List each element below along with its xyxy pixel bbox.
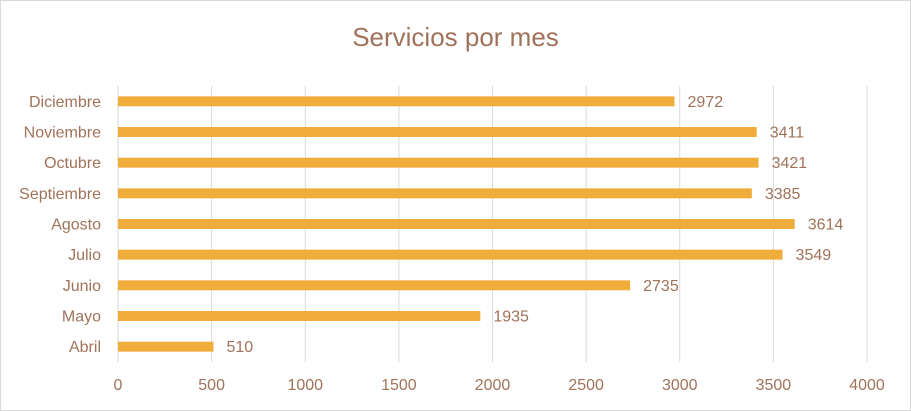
data-label: 2735 bbox=[643, 278, 679, 295]
x-tick-label: 0 bbox=[114, 377, 123, 394]
category-label: Mayo bbox=[62, 309, 101, 326]
x-tick-label: 2500 bbox=[568, 377, 604, 394]
category-label: Octubre bbox=[44, 155, 101, 172]
category-label: Septiembre bbox=[19, 186, 101, 203]
data-label: 3421 bbox=[772, 155, 808, 172]
x-tick-label: 1500 bbox=[381, 377, 417, 394]
bar-diciembre bbox=[118, 96, 675, 107]
category-label: Noviembre bbox=[24, 125, 101, 142]
x-tick-label: 4000 bbox=[849, 377, 885, 394]
category-label: Junio bbox=[63, 278, 101, 295]
data-label: 3614 bbox=[808, 217, 844, 234]
bar-junio bbox=[118, 280, 631, 291]
bar-agosto bbox=[118, 219, 795, 229]
x-tick-label: 3000 bbox=[662, 377, 698, 394]
category-label: Julio bbox=[68, 247, 101, 264]
bar-noviembre bbox=[118, 127, 757, 137]
bar-julio bbox=[118, 249, 783, 260]
category-label: Diciembre bbox=[29, 94, 101, 111]
bar-septiembre bbox=[118, 188, 752, 199]
bar-mayo bbox=[118, 311, 481, 321]
x-tick-label: 1000 bbox=[287, 377, 323, 394]
x-tick-label: 500 bbox=[198, 377, 225, 394]
category-label: Agosto bbox=[51, 217, 101, 234]
data-label: 3385 bbox=[765, 186, 801, 203]
data-label: 510 bbox=[226, 339, 253, 356]
chart-title: Servicios por mes bbox=[352, 22, 559, 52]
x-tick-label: 2000 bbox=[475, 377, 511, 394]
data-label: 3549 bbox=[796, 247, 832, 264]
category-label: Abril bbox=[69, 339, 101, 356]
data-label: 3411 bbox=[770, 125, 805, 142]
data-label: 1935 bbox=[493, 309, 529, 326]
bar-octubre bbox=[118, 157, 759, 168]
x-tick-label: 3500 bbox=[756, 377, 792, 394]
data-label: 2972 bbox=[688, 94, 724, 111]
bar-abril bbox=[118, 341, 214, 352]
